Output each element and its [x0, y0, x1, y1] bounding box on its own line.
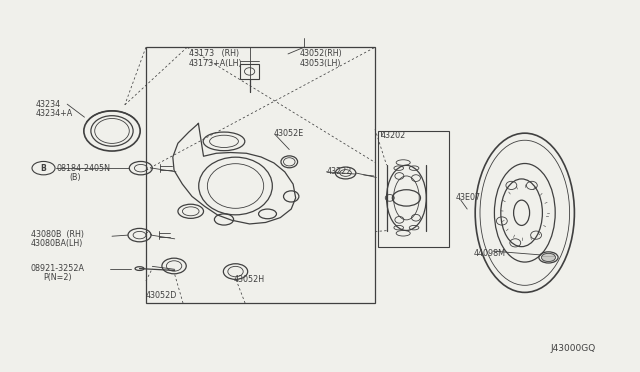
Text: B: B	[41, 164, 46, 173]
Text: 43173+A(LH): 43173+A(LH)	[189, 60, 243, 68]
Text: 43234: 43234	[35, 100, 60, 109]
Text: 08921-3252A: 08921-3252A	[31, 264, 84, 273]
Text: 43052D: 43052D	[146, 291, 177, 300]
Text: 43080BA(LH): 43080BA(LH)	[31, 239, 83, 248]
Text: 43052(RH): 43052(RH)	[300, 49, 342, 58]
Text: 08184-2405N: 08184-2405N	[56, 164, 110, 173]
Text: J43000GQ: J43000GQ	[550, 344, 596, 353]
Text: 43E07: 43E07	[456, 193, 481, 202]
Text: 43202: 43202	[381, 131, 406, 140]
Text: P(N=2): P(N=2)	[44, 273, 72, 282]
Text: 43052H: 43052H	[234, 275, 265, 284]
Text: 43053(LH): 43053(LH)	[300, 60, 341, 68]
Bar	[378, 131, 449, 247]
Text: 43080B  (RH): 43080B (RH)	[31, 230, 84, 239]
Text: 43052E: 43052E	[274, 129, 304, 138]
Text: (B): (B)	[69, 173, 81, 182]
Text: 43234+A: 43234+A	[35, 109, 72, 118]
Text: 44098M: 44098M	[474, 249, 506, 258]
Text: 43222: 43222	[326, 167, 352, 176]
Bar	[146, 47, 375, 303]
Text: 43173   (RH): 43173 (RH)	[189, 49, 239, 58]
Bar	[240, 64, 259, 79]
